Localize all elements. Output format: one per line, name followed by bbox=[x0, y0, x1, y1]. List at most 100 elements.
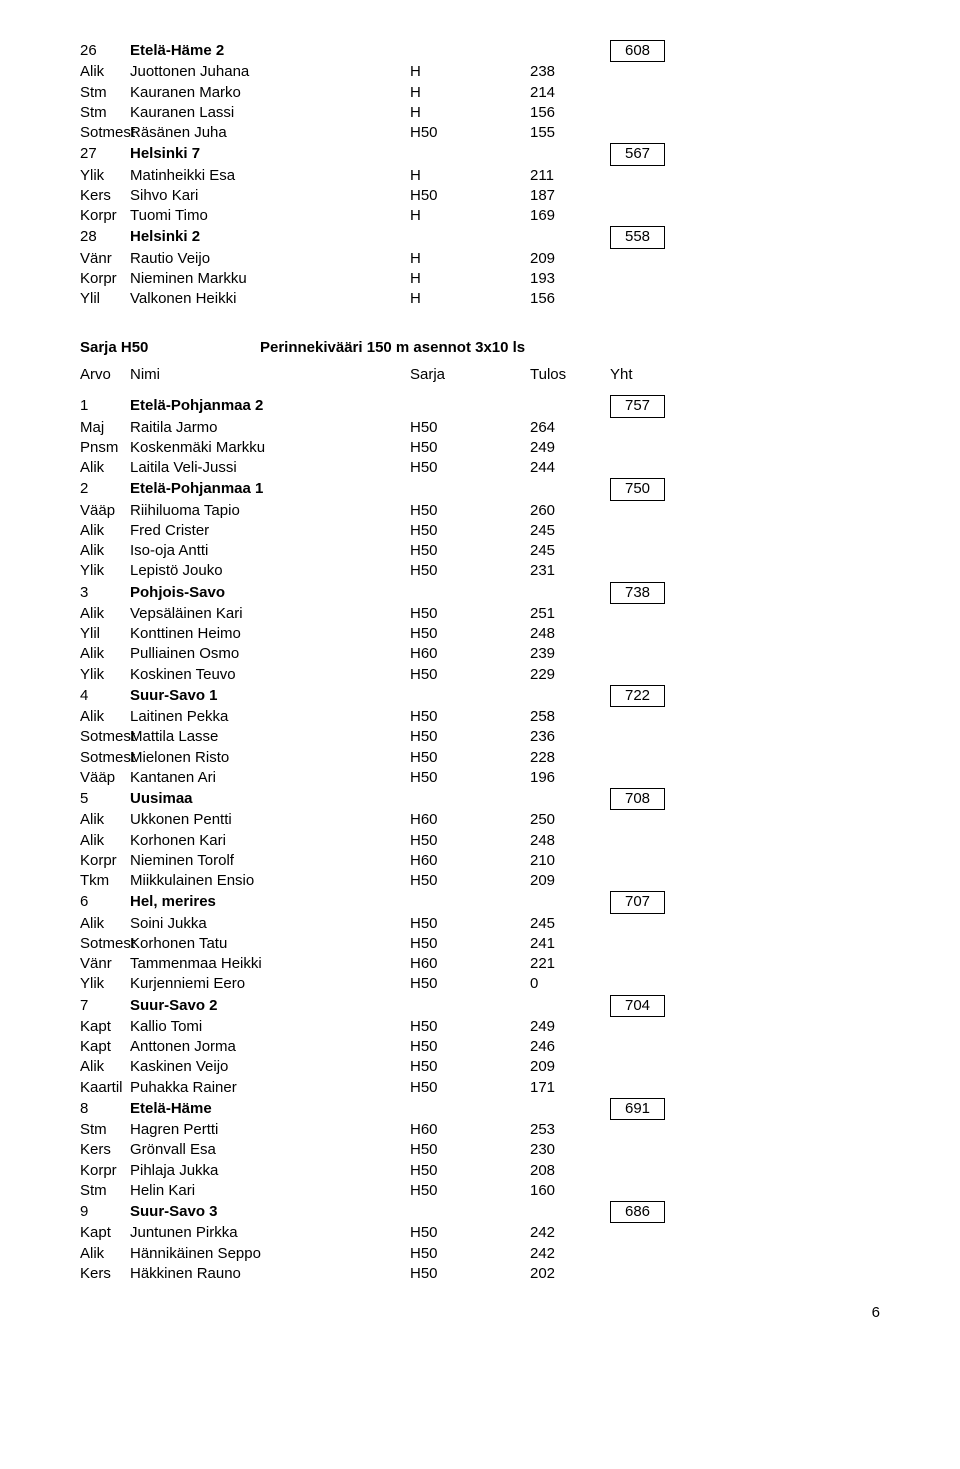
col-sarja: Sarja bbox=[410, 366, 530, 383]
member-name: Lepistö Jouko bbox=[130, 561, 410, 581]
team-row: 3Pohjois-Savo738 bbox=[80, 582, 900, 604]
member-row: AlikKaskinen VeijoH50209 bbox=[80, 1057, 900, 1077]
member-series: H50 bbox=[410, 604, 530, 624]
member-rank: Korpr bbox=[80, 206, 130, 226]
member-series: H60 bbox=[410, 851, 530, 871]
member-series: H50 bbox=[410, 831, 530, 851]
member-series: H50 bbox=[410, 1264, 530, 1284]
member-name: Tuomi Timo bbox=[130, 206, 410, 226]
member-score: 250 bbox=[530, 810, 600, 830]
member-name: Valkonen Heikki bbox=[130, 289, 410, 309]
member-name: Soini Jukka bbox=[130, 914, 410, 934]
member-name: Juottonen Juhana bbox=[130, 62, 410, 82]
team-num: 7 bbox=[80, 996, 130, 1016]
team-total: 704 bbox=[610, 995, 665, 1017]
member-score: 245 bbox=[530, 541, 600, 561]
team-name: Suur-Savo 2 bbox=[130, 996, 410, 1016]
team-num: 28 bbox=[80, 227, 130, 247]
member-name: Grönvall Esa bbox=[130, 1140, 410, 1160]
team-row: 9Suur-Savo 3686 bbox=[80, 1201, 900, 1223]
team-total: 567 bbox=[610, 143, 665, 165]
team-total: 686 bbox=[610, 1201, 665, 1223]
member-score: 244 bbox=[530, 458, 600, 478]
member-rank: Kers bbox=[80, 186, 130, 206]
member-rank: Alik bbox=[80, 810, 130, 830]
team-total: 722 bbox=[610, 685, 665, 707]
col-arvo: Arvo bbox=[80, 366, 130, 383]
member-row: AlikPulliainen OsmoH60239 bbox=[80, 644, 900, 664]
member-name: Kallio Tomi bbox=[130, 1017, 410, 1037]
member-row: KersGrönvall EsaH50230 bbox=[80, 1140, 900, 1160]
member-series: H50 bbox=[410, 186, 530, 206]
member-rank: Tkm bbox=[80, 871, 130, 891]
member-series: H50 bbox=[410, 418, 530, 438]
member-score: 242 bbox=[530, 1244, 600, 1264]
member-row: KorprNieminen TorolfH60210 bbox=[80, 851, 900, 871]
member-rank: Ylik bbox=[80, 561, 130, 581]
member-name: Kaskinen Veijo bbox=[130, 1057, 410, 1077]
member-rank: Sotmest bbox=[80, 123, 130, 143]
member-series: H50 bbox=[410, 665, 530, 685]
column-header: Arvo Nimi Sarja Tulos Yht bbox=[80, 366, 900, 383]
member-name: Helin Kari bbox=[130, 1181, 410, 1201]
member-name: Pihlaja Jukka bbox=[130, 1161, 410, 1181]
team-name: Helsinki 2 bbox=[130, 227, 410, 247]
sarja-desc: Perinnekivääri 150 m asennot 3x10 ls bbox=[260, 339, 525, 356]
member-score: 231 bbox=[530, 561, 600, 581]
member-score: 249 bbox=[530, 1017, 600, 1037]
member-score: 246 bbox=[530, 1037, 600, 1057]
member-score: 214 bbox=[530, 83, 600, 103]
member-rank: Alik bbox=[80, 831, 130, 851]
member-rank: Sotmest bbox=[80, 934, 130, 954]
member-row: PnsmKoskenmäki MarkkuH50249 bbox=[80, 438, 900, 458]
member-name: Matinheikki Esa bbox=[130, 166, 410, 186]
member-row: StmHelin KariH50160 bbox=[80, 1181, 900, 1201]
team-name: Hel, merires bbox=[130, 892, 410, 912]
member-name: Kauranen Marko bbox=[130, 83, 410, 103]
member-name: Nieminen Torolf bbox=[130, 851, 410, 871]
member-series: H50 bbox=[410, 768, 530, 788]
member-name: Korhonen Kari bbox=[130, 831, 410, 851]
member-row: YlikMatinheikki EsaH211 bbox=[80, 166, 900, 186]
team-name: Etelä-Pohjanmaa 2 bbox=[130, 396, 410, 416]
member-series: H50 bbox=[410, 1140, 530, 1160]
member-rank: Stm bbox=[80, 1120, 130, 1140]
main-teams-section: 1Etelä-Pohjanmaa 2757MajRaitila JarmoH50… bbox=[80, 395, 900, 1284]
member-name: Koskenmäki Markku bbox=[130, 438, 410, 458]
member-row: KersHäkkinen RaunoH50202 bbox=[80, 1264, 900, 1284]
member-name: Räsänen Juha bbox=[130, 123, 410, 143]
member-row: KaptJuntunen PirkkaH50242 bbox=[80, 1223, 900, 1243]
member-name: Hännikäinen Seppo bbox=[130, 1244, 410, 1264]
member-series: H50 bbox=[410, 458, 530, 478]
member-name: Riihiluoma Tapio bbox=[130, 501, 410, 521]
member-name: Raitila Jarmo bbox=[130, 418, 410, 438]
member-name: Mattila Lasse bbox=[130, 727, 410, 747]
team-total: 738 bbox=[610, 582, 665, 604]
member-score: 236 bbox=[530, 727, 600, 747]
team-num: 1 bbox=[80, 396, 130, 416]
member-rank: Ylik bbox=[80, 974, 130, 994]
member-score: 230 bbox=[530, 1140, 600, 1160]
member-series: H bbox=[410, 166, 530, 186]
member-score: 229 bbox=[530, 665, 600, 685]
member-name: Rautio Veijo bbox=[130, 249, 410, 269]
team-name: Etelä-Häme 2 bbox=[130, 41, 410, 61]
member-score: 169 bbox=[530, 206, 600, 226]
member-row: AlikIso-oja AnttiH50245 bbox=[80, 541, 900, 561]
member-score: 228 bbox=[530, 748, 600, 768]
member-series: H60 bbox=[410, 1120, 530, 1140]
member-row: KorprTuomi TimoH169 bbox=[80, 206, 900, 226]
member-row: KaartilPuhakka RainerH50171 bbox=[80, 1078, 900, 1098]
member-rank: Alik bbox=[80, 604, 130, 624]
member-series: H50 bbox=[410, 438, 530, 458]
member-score: 193 bbox=[530, 269, 600, 289]
member-rank: Vääp bbox=[80, 501, 130, 521]
member-score: 249 bbox=[530, 438, 600, 458]
member-series: H bbox=[410, 206, 530, 226]
member-rank: Korpr bbox=[80, 851, 130, 871]
member-name: Mielonen Risto bbox=[130, 748, 410, 768]
member-series: H50 bbox=[410, 624, 530, 644]
member-rank: Kapt bbox=[80, 1037, 130, 1057]
member-score: 155 bbox=[530, 123, 600, 143]
member-name: Juntunen Pirkka bbox=[130, 1223, 410, 1243]
